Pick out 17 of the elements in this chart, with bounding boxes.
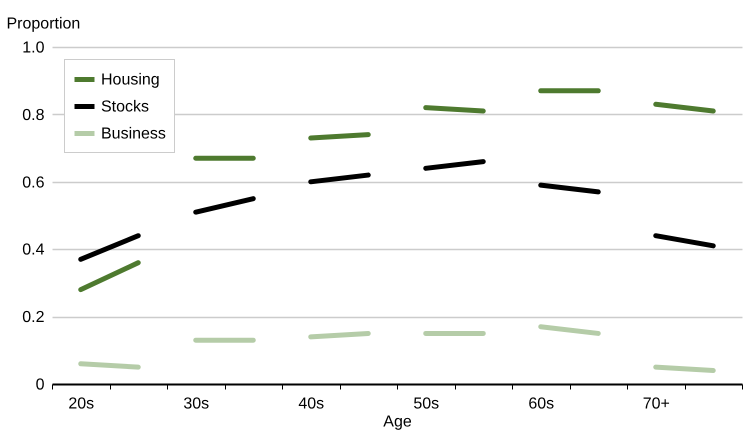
- y-tick-label: 0.6: [22, 174, 45, 192]
- y-tick-label: 1.0: [22, 40, 45, 56]
- y-tick-label: 0: [36, 376, 45, 394]
- x-tick-label: 40s: [298, 396, 324, 412]
- x-tick-label: 30s: [183, 396, 210, 412]
- x-tick-label: 20s: [68, 396, 94, 412]
- y-axis-title: Proportion: [6, 16, 80, 32]
- y-tick-label: 0.8: [22, 106, 45, 124]
- x-axis-title: Age: [383, 414, 412, 430]
- y-tick-label: 0.4: [22, 242, 45, 259]
- x-tick-label: 60s: [528, 396, 554, 412]
- legend-label: Stocks: [101, 98, 150, 116]
- y-tick-label: 0.2: [22, 309, 45, 326]
- legend-label: Business: [101, 126, 166, 142]
- legend-label: Housing: [101, 72, 160, 88]
- x-tick-label: 50s: [413, 396, 440, 412]
- x-tick-label: 70+: [642, 396, 670, 412]
